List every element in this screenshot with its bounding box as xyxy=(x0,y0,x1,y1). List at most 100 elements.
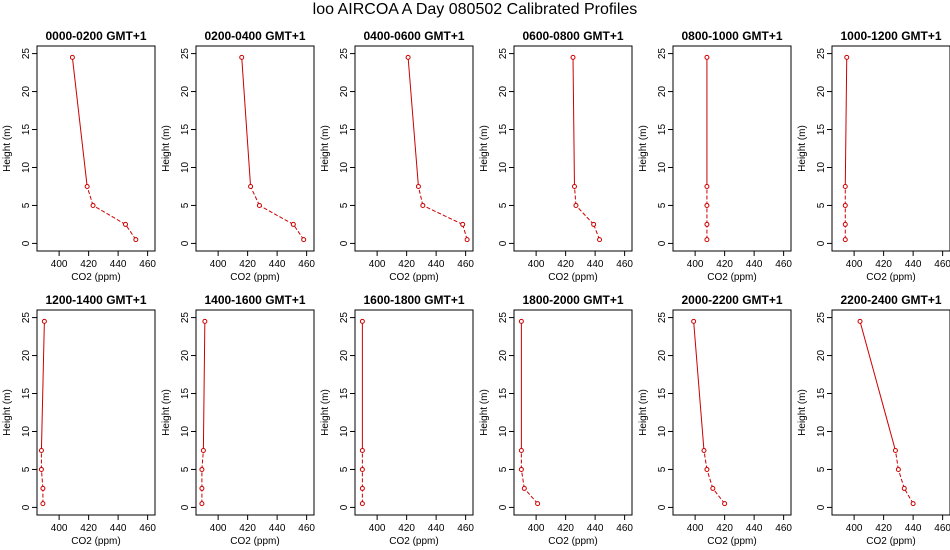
data-point xyxy=(573,202,579,208)
y-tick-label: 5 xyxy=(21,202,32,208)
data-point xyxy=(405,54,411,60)
x-tick-label: 460 xyxy=(775,259,792,270)
x-tick-label: 420 xyxy=(557,259,574,270)
y-tick-label: 25 xyxy=(339,48,350,60)
y-tick-label: 25 xyxy=(657,48,668,60)
plot-frame xyxy=(672,45,792,252)
data-point xyxy=(591,221,597,227)
y-tick-label: 25 xyxy=(21,48,32,60)
x-tick-label: 460 xyxy=(457,259,474,270)
y-tick-label: 5 xyxy=(21,466,32,472)
data-point xyxy=(910,501,916,507)
panel-title: 2000-2200 GMT+1 xyxy=(681,293,782,307)
y-tick-label: 5 xyxy=(816,202,827,208)
x-tick-label: 420 xyxy=(239,523,256,534)
y-tick-label: 15 xyxy=(816,388,827,400)
data-point xyxy=(701,447,707,453)
y-tick-label: 15 xyxy=(339,388,350,400)
x-tick-label: 420 xyxy=(80,523,97,534)
data-point xyxy=(359,318,365,324)
x-axis-label: CO2 (ppm) xyxy=(707,272,756,283)
x-tick-label: 420 xyxy=(875,259,892,270)
data-point xyxy=(842,183,848,189)
data-point xyxy=(460,221,466,227)
x-tick-label: 440 xyxy=(587,523,604,534)
y-tick-label: 20 xyxy=(498,350,509,362)
x-axis-label: CO2 (ppm) xyxy=(866,272,915,283)
y-tick-label: 10 xyxy=(816,161,827,173)
data-point xyxy=(256,202,262,208)
y-tick-label: 5 xyxy=(180,202,191,208)
x-tick-label: 400 xyxy=(687,259,704,270)
data-point xyxy=(901,485,907,491)
series-segment xyxy=(40,469,44,489)
data-point xyxy=(704,221,710,227)
panel-0600-0800 GMT+1: 0600-0800 GMT+1 400 420 440 460 0 5 10 15 20 25 CO2… xyxy=(479,29,633,283)
x-tick-label: 460 xyxy=(139,259,156,270)
y-tick-label: 20 xyxy=(21,86,32,98)
y-tick-label: 20 xyxy=(180,350,191,362)
series-segment xyxy=(575,205,595,225)
data-point xyxy=(704,54,710,60)
series-segment xyxy=(201,450,204,470)
y-tick-label: 15 xyxy=(21,124,32,136)
series-segment xyxy=(844,57,848,187)
x-tick-label: 400 xyxy=(210,259,227,270)
y-tick-label: 10 xyxy=(657,425,668,437)
data-point xyxy=(40,485,46,491)
panel-2000-2200 GMT+1: 2000-2200 GMT+1 400 420 440 460 0 5 10 15 20 25 CO2… xyxy=(638,293,792,547)
x-tick-label: 420 xyxy=(398,259,415,270)
data-point xyxy=(359,447,365,453)
panel-1000-1200 GMT+1: 1000-1200 GMT+1 400 420 440 460 0 5 10 15 20 25 CO2… xyxy=(797,29,950,283)
series-segment xyxy=(292,224,305,240)
plot-frame xyxy=(354,45,474,252)
y-tick-label: 20 xyxy=(657,86,668,98)
series-segment xyxy=(462,224,468,240)
series-segment xyxy=(572,57,575,187)
y-tick-label: 10 xyxy=(498,161,509,173)
y-axis-label: Height (m) xyxy=(479,125,490,172)
x-tick-label: 460 xyxy=(934,259,950,270)
series-segment xyxy=(706,469,714,489)
y-tick-label: 0 xyxy=(180,504,191,510)
y-tick-label: 10 xyxy=(21,161,32,173)
plot-frame xyxy=(195,309,315,516)
x-tick-label: 400 xyxy=(210,523,227,534)
panel-title: 1200-1400 GMT+1 xyxy=(45,293,146,307)
x-axis-label: CO2 (ppm) xyxy=(707,536,756,547)
series-segment xyxy=(202,321,206,451)
y-axis-label: Height (m) xyxy=(320,389,331,436)
y-tick-label: 20 xyxy=(21,350,32,362)
x-tick-label: 440 xyxy=(110,523,127,534)
x-tick-label: 440 xyxy=(587,259,604,270)
x-tick-label: 420 xyxy=(875,523,892,534)
series-segment xyxy=(250,186,260,206)
y-tick-label: 20 xyxy=(816,350,827,362)
data-point xyxy=(90,202,96,208)
x-tick-label: 420 xyxy=(716,523,733,534)
panel-title: 0400-0600 GMT+1 xyxy=(363,29,464,43)
y-tick-label: 15 xyxy=(498,388,509,400)
data-point xyxy=(704,202,710,208)
x-axis-label: CO2 (ppm) xyxy=(548,272,597,283)
data-point xyxy=(133,237,139,243)
panel-1800-2000 GMT+1: 1800-2000 GMT+1 400 420 440 460 0 5 10 15 20 25 CO2… xyxy=(479,293,633,547)
x-tick-label: 400 xyxy=(846,523,863,534)
x-tick-label: 420 xyxy=(557,523,574,534)
x-tick-label: 440 xyxy=(110,259,127,270)
y-tick-label: 15 xyxy=(180,388,191,400)
plot-frame xyxy=(36,309,156,516)
plot-frame xyxy=(195,45,315,252)
panel-title: 1800-2000 GMT+1 xyxy=(522,293,623,307)
y-axis-label: Height (m) xyxy=(2,389,13,436)
data-point xyxy=(123,221,128,227)
y-tick-label: 5 xyxy=(180,466,191,472)
y-axis-label: Height (m) xyxy=(797,125,808,172)
y-tick-label: 20 xyxy=(339,350,350,362)
y-axis-label: Height (m) xyxy=(161,389,172,436)
series-segment xyxy=(593,224,601,240)
series-segment xyxy=(241,57,252,187)
series-segment xyxy=(712,488,726,504)
data-point xyxy=(69,54,75,60)
y-tick-label: 15 xyxy=(21,388,32,400)
